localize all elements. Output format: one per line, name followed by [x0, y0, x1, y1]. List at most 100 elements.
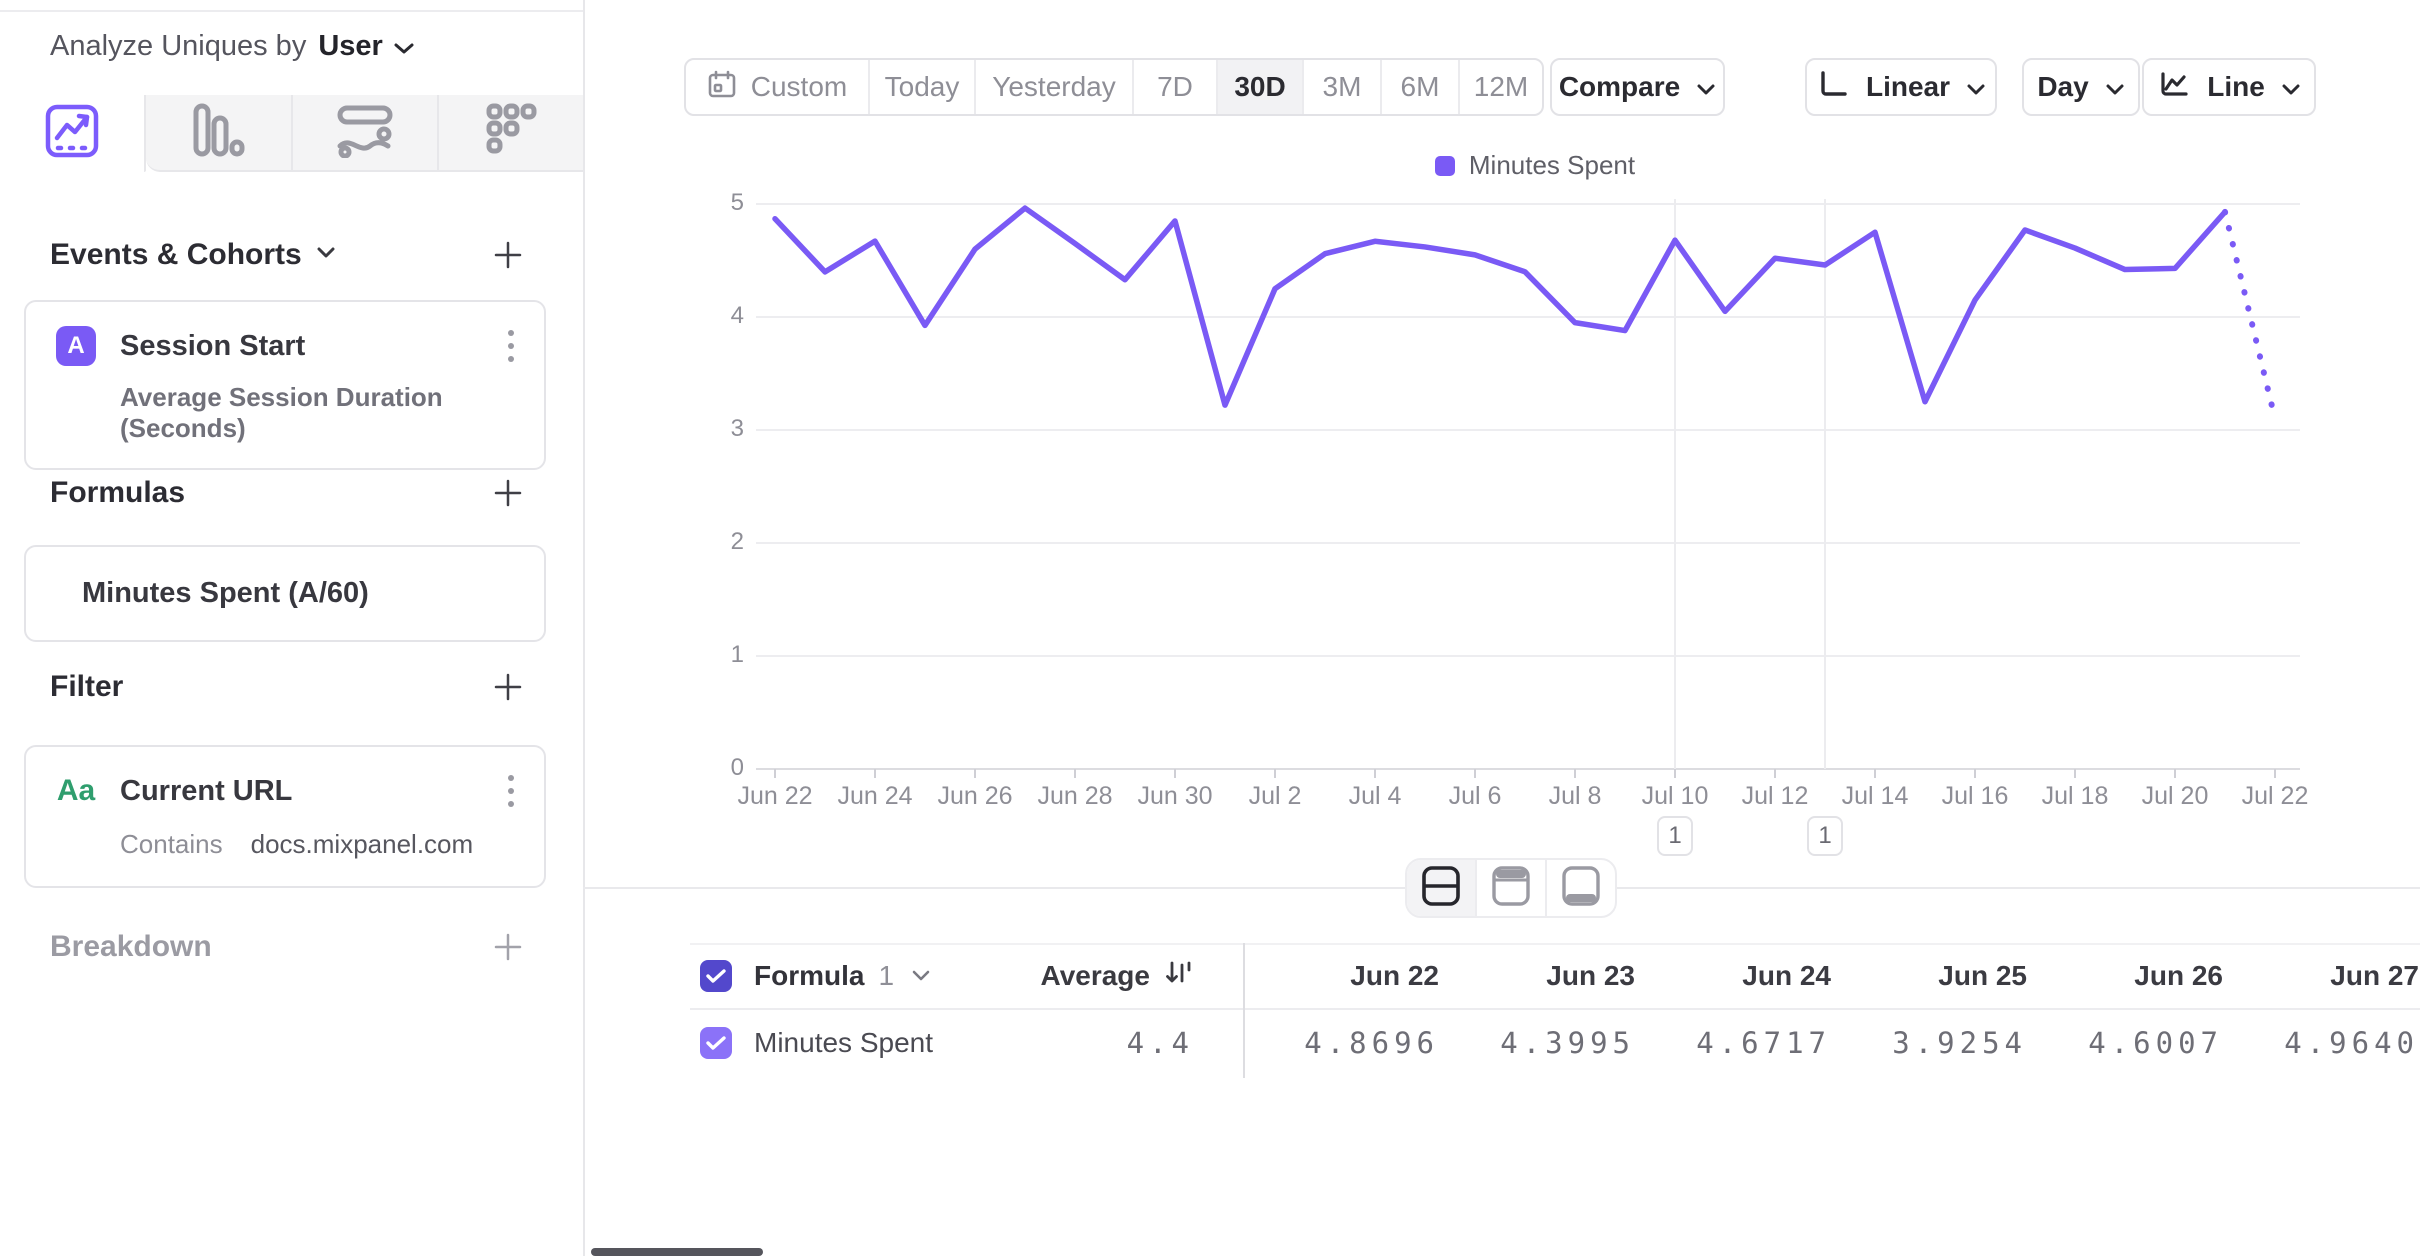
x-tick-label: Jun 26: [937, 782, 1013, 810]
x-tick-label: Jul 4: [1348, 782, 1402, 810]
events-section-title: Events & Cohorts: [50, 238, 302, 271]
value-cell: 4.9640: [2284, 1025, 2419, 1060]
formula-group-dropdown[interactable]: Formula 1: [754, 960, 930, 992]
y-tick-label: 4: [730, 302, 744, 329]
annotation-badge[interactable]: 1: [1807, 816, 1843, 856]
series-name-cell: Minutes Spent: [754, 1026, 933, 1058]
filter-operator[interactable]: Contains: [120, 829, 223, 859]
x-tick-label: Jul 16: [1941, 782, 2009, 810]
compare-button[interactable]: Compare: [1550, 58, 1725, 116]
tab-flow[interactable]: [290, 95, 437, 172]
event-letter-badge: A: [56, 326, 96, 366]
report-type-tabs: [0, 95, 583, 172]
calendar-icon: [707, 69, 737, 106]
date-column-header[interactable]: Jun 26: [2134, 959, 2223, 991]
filter-card[interactable]: Aa Current URL Contains docs.mixpanel.co…: [24, 745, 546, 888]
filter-value[interactable]: docs.mixpanel.com: [250, 829, 474, 859]
add-event-button[interactable]: [489, 236, 527, 274]
legend-series-label: Minutes Spent: [1468, 150, 1636, 180]
table-only-view-button[interactable]: [1547, 860, 1615, 916]
bar-chart-icon: [190, 102, 246, 163]
add-filter-button[interactable]: [489, 668, 527, 706]
event-card[interactable]: A Session Start Average Session Duration…: [24, 300, 546, 470]
flow-icon: [336, 102, 394, 163]
range-custom[interactable]: Custom: [686, 60, 870, 114]
event-name: Session Start: [120, 329, 306, 362]
x-tick-label: Jun 28: [1037, 782, 1113, 810]
bottom-panel-view-icon: [1559, 863, 1603, 914]
annotation-badge[interactable]: 1: [1657, 816, 1693, 856]
x-tick-label: Jul 8: [1548, 782, 1602, 810]
scale-dropdown[interactable]: Linear: [1805, 58, 1997, 116]
range-7d[interactable]: 7D: [1134, 60, 1218, 114]
breakdown-section-title: Breakdown: [50, 930, 212, 963]
analyze-uniques-row: Analyze Uniques by User: [50, 24, 415, 68]
event-aggregation[interactable]: Average Session Duration (Seconds): [120, 382, 443, 443]
event-kebab-menu[interactable]: [502, 324, 520, 368]
select-all-checkbox[interactable]: [700, 959, 732, 992]
value-cell: 4.8696: [1304, 1025, 1439, 1060]
top-panel-view-icon: [1489, 863, 1533, 914]
x-tick-label: Jun 22: [737, 782, 813, 810]
date-column-header[interactable]: Jun 24: [1742, 959, 1831, 991]
breakdown-section-header: Breakdown: [50, 928, 527, 966]
legend-color-swatch: [1434, 155, 1455, 176]
formulas-section-title: Formulas: [50, 476, 186, 509]
x-tick-label: Jul 2: [1248, 782, 1302, 810]
y-tick-label: 0: [730, 754, 744, 781]
range-30d[interactable]: 30D: [1218, 60, 1304, 114]
chart-plot-area[interactable]: [740, 190, 2340, 790]
range-12m[interactable]: 12M: [1473, 71, 1529, 102]
table-value-cells: 4.8696 4.3995 4.6717 3.9254 4.6007 4.964…: [1243, 1010, 2419, 1075]
range-6m[interactable]: 6M: [1382, 60, 1460, 114]
tab-retention[interactable]: [436, 95, 583, 172]
sort-icon[interactable]: [1162, 957, 1194, 994]
date-column-header[interactable]: Jun 27: [2330, 959, 2419, 991]
table-header-left: Formula 1 Average: [700, 943, 1220, 1008]
filter-section-title: Filter: [50, 670, 124, 703]
chart-legend: Minutes Spent: [740, 150, 2330, 181]
line-chart[interactable]: [740, 190, 2340, 790]
date-column-header[interactable]: Jun 22: [1350, 959, 1439, 991]
chevron-down-icon: [393, 30, 415, 63]
events-section-header: Events & Cohorts: [50, 236, 527, 274]
split-view-button[interactable]: [1407, 860, 1477, 916]
x-tick-label: Jul 10: [1641, 782, 1709, 810]
granularity-dropdown[interactable]: Day: [2022, 58, 2140, 116]
range-yesterday[interactable]: Yesterday: [976, 60, 1134, 114]
filter-kebab-menu[interactable]: [502, 769, 520, 813]
chart-type-dropdown[interactable]: Line: [2142, 58, 2316, 116]
tab-insights[interactable]: [0, 95, 147, 172]
analyze-by-dropdown[interactable]: User: [318, 30, 415, 63]
tab-bar-chart[interactable]: [146, 95, 291, 172]
formula-card[interactable]: Minutes Spent (A/60): [24, 545, 546, 642]
date-column-header[interactable]: Jun 23: [1546, 959, 1635, 991]
table-row: Minutes Spent 4.4: [700, 1010, 1220, 1075]
row-checkbox[interactable]: [700, 1026, 732, 1059]
chevron-down-icon[interactable]: [316, 246, 336, 264]
chevron-down-icon: [1966, 71, 1986, 103]
table-top-border: [690, 943, 2420, 945]
range-3m[interactable]: 3M: [1304, 60, 1382, 114]
chevron-down-icon: [912, 970, 930, 982]
horizontal-scrollbar-thumb[interactable]: [591, 1248, 763, 1256]
analyze-by-value: User: [318, 29, 383, 62]
add-formula-button[interactable]: [489, 474, 527, 512]
y-tick-label: 3: [730, 415, 744, 442]
insights-line-chart-icon: [44, 103, 100, 164]
layout-toggle-group: [1405, 858, 1617, 918]
range-today[interactable]: Today: [870, 60, 976, 114]
chevron-down-icon: [2281, 71, 2301, 103]
x-tick-label: Jul 18: [2041, 782, 2109, 810]
x-tick-label: Jun 24: [837, 782, 913, 810]
add-breakdown-button[interactable]: [489, 928, 527, 966]
value-cell: 4.6717: [1696, 1025, 1831, 1060]
chart-only-view-button[interactable]: [1477, 860, 1547, 916]
chevron-down-icon: [2105, 71, 2125, 103]
average-column-header[interactable]: Average: [1040, 959, 1150, 991]
date-range-control: Custom Today Yesterday 7D 30D 3M 6M 12M: [684, 58, 1544, 116]
x-tick-label: Jul 20: [2141, 782, 2209, 810]
chevron-down-icon: [1696, 71, 1716, 103]
date-column-header[interactable]: Jun 25: [1938, 959, 2027, 991]
value-cell: 4.3995: [1500, 1025, 1635, 1060]
